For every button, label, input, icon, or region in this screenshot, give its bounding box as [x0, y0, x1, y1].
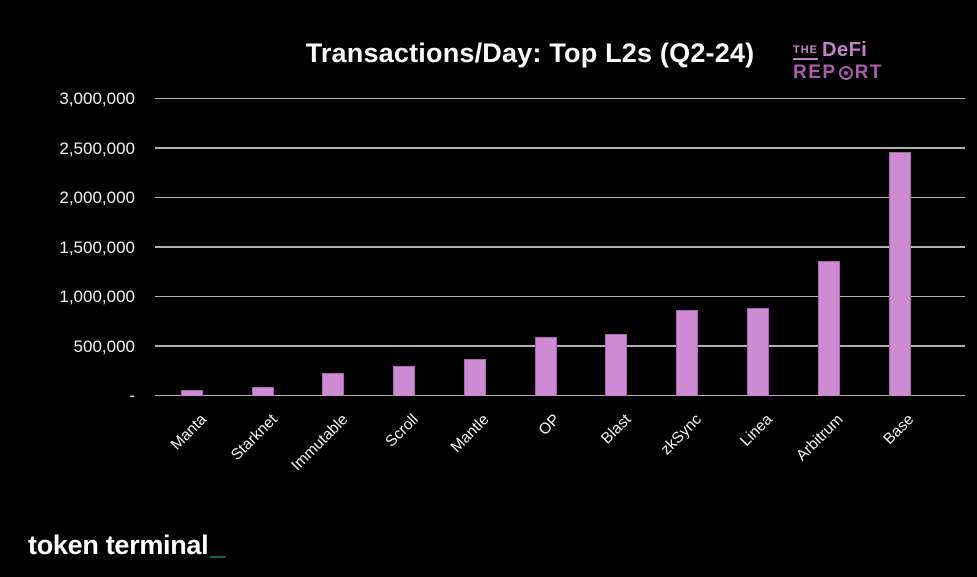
x-tick-label-blast: Blast	[598, 411, 635, 448]
bar-chart-plot-area: - 500,000 1,000,000 1,500,000 2,000,000 2,500…	[59, 89, 965, 474]
bar-starknet	[251, 387, 274, 396]
gridline	[155, 97, 965, 99]
x-axis-labels: Manta Starknet Immutable Scroll Mantle OP Blas…	[155, 396, 965, 506]
x-tick-label-manta: Manta	[167, 411, 210, 454]
x-tick-label-arbitrum: Arbitrum	[793, 411, 847, 465]
gridline	[155, 246, 965, 248]
x-tick-label-scroll: Scroll	[382, 411, 423, 451]
bar-immutable	[322, 373, 345, 396]
y-tick-label: 3,000,000	[59, 89, 135, 108]
defi-report-line1: THE DeFi	[793, 40, 893, 60]
x-tick-label-starknet: Starknet	[227, 411, 281, 464]
defi-report-defi-label: DeFi	[822, 39, 868, 61]
token-terminal-logo: token terminal_	[28, 530, 225, 561]
bar-zksync	[676, 309, 699, 396]
bar-manta	[180, 389, 203, 396]
bar-linea	[746, 307, 769, 396]
y-tick-label: 1,500,000	[59, 237, 135, 257]
gridline	[155, 147, 965, 149]
x-tick-label-mantle: Mantle	[447, 411, 493, 456]
gridline	[155, 295, 965, 297]
y-tick-label: -	[129, 386, 135, 405]
y-tick-label: 2,000,000	[59, 188, 135, 207]
defi-report-play-icon-dot	[843, 70, 848, 75]
bar-mantle	[463, 359, 486, 396]
token-terminal-text: token terminal	[28, 530, 209, 560]
y-tick-label: 2,500,000	[59, 138, 135, 158]
defi-report-line2: REP RT	[793, 63, 893, 82]
gridline	[155, 394, 965, 396]
gridline	[155, 345, 965, 347]
chart-title: Transactions/Day: Top L2s (Q2-24)	[305, 38, 755, 68]
x-tick-label-op: OP	[535, 411, 564, 439]
y-tick-label: 1,000,000	[59, 287, 135, 306]
defi-report-logo: THE DeFi REP RT	[793, 40, 893, 82]
y-tick-label: 500,000	[73, 336, 135, 356]
defi-report-the-label: THE	[793, 45, 818, 60]
x-tick-label-zksync: zkSync	[657, 411, 706, 459]
defi-report-rep-label: REP	[793, 62, 837, 83]
defi-report-rt-label: RT	[854, 62, 883, 83]
gridline	[155, 196, 965, 198]
bar-op	[534, 336, 557, 396]
bar-blast	[605, 333, 628, 396]
x-tick-label-immutable: Immutable	[288, 411, 352, 475]
x-tick-label-base: Base	[880, 411, 918, 449]
bar-base	[888, 151, 911, 396]
bar-arbitrum	[817, 261, 840, 396]
bar-scroll	[393, 366, 416, 396]
token-terminal-cursor: _	[210, 530, 226, 560]
defi-report-play-icon	[838, 65, 853, 80]
x-tick-label-linea: Linea	[737, 411, 776, 450]
